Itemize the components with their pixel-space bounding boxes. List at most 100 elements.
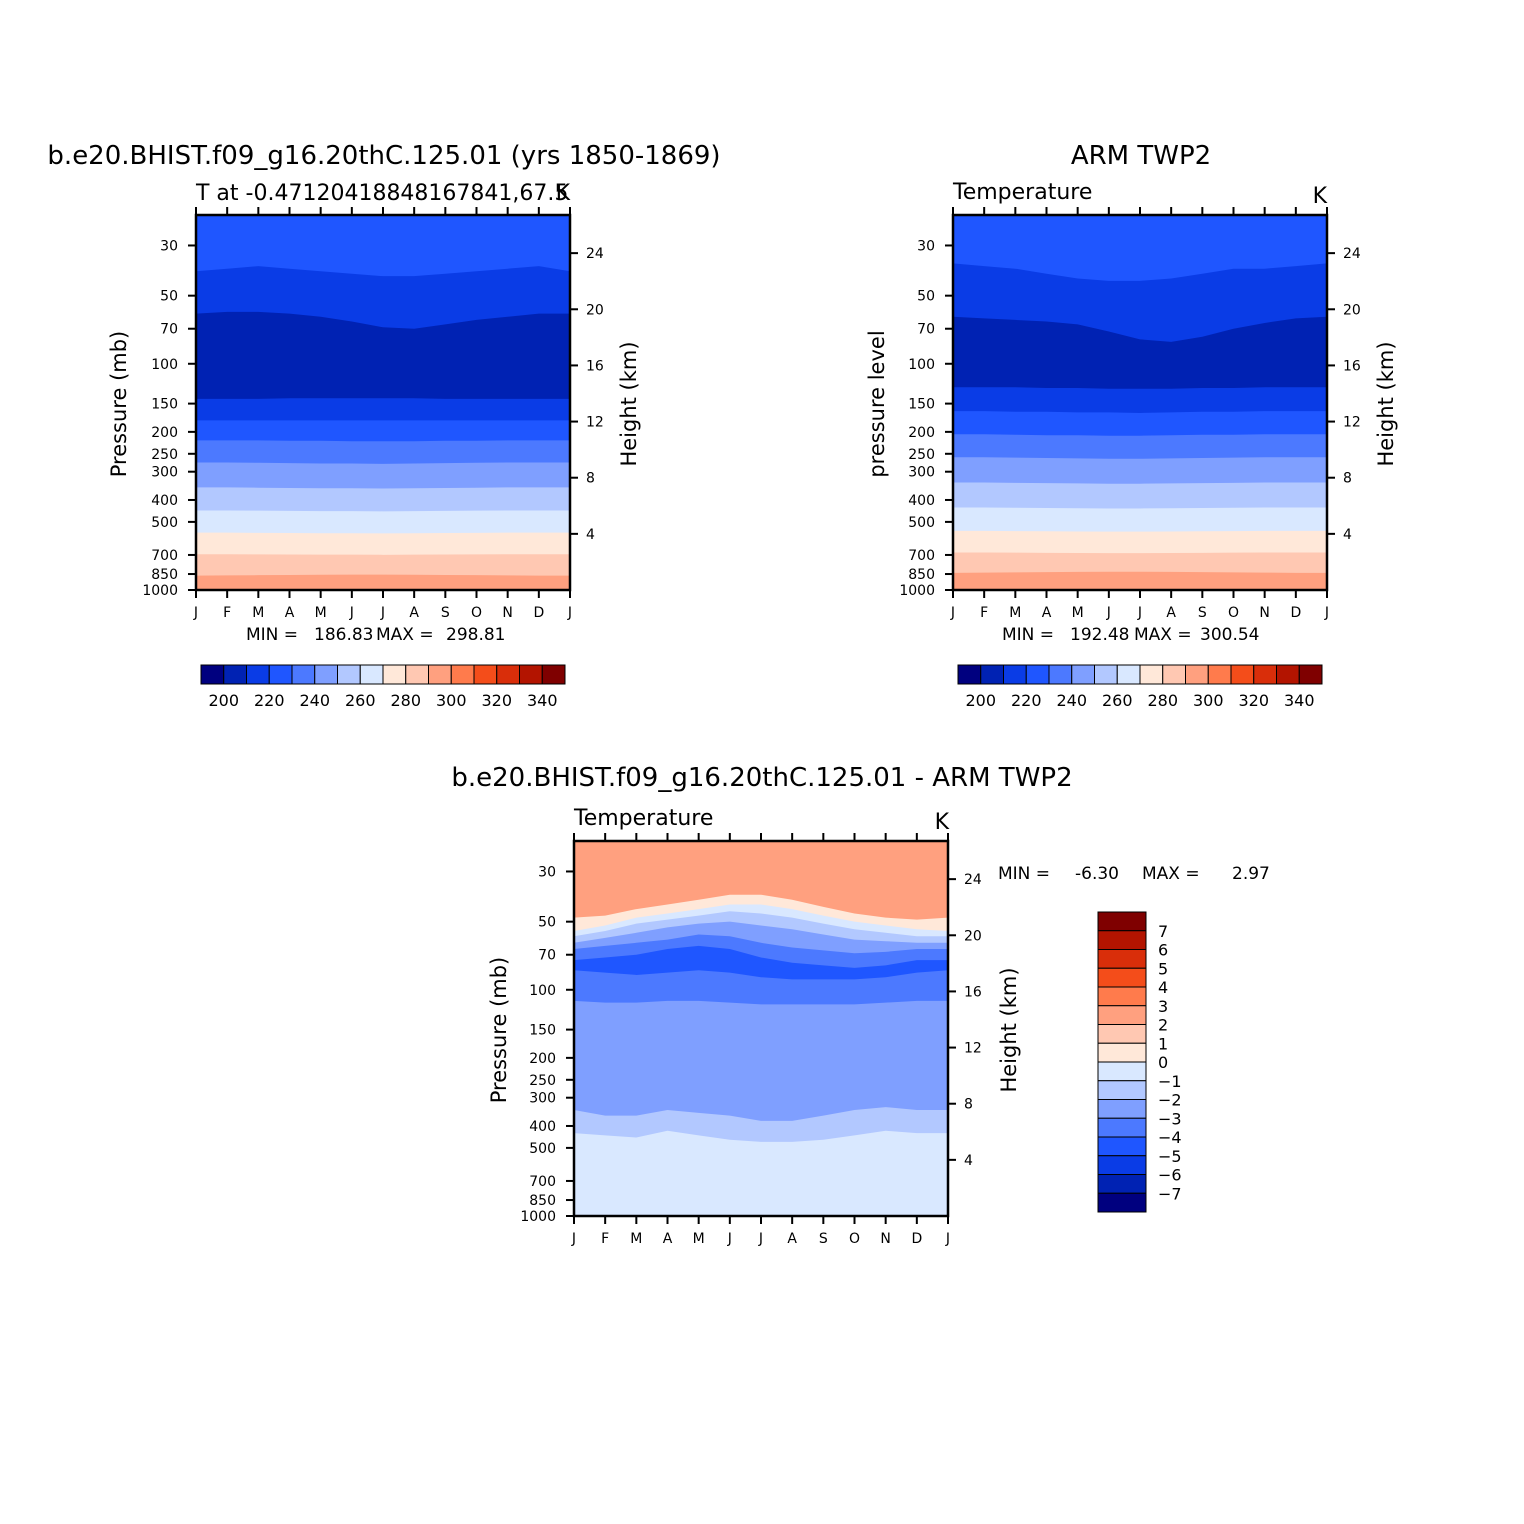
colorbar-label: 220 bbox=[1011, 691, 1042, 710]
colorbar-swatch bbox=[1048, 664, 1073, 685]
colorbar-swatch bbox=[1253, 664, 1277, 685]
chart-right-subtitle: K bbox=[935, 810, 950, 835]
colorbar-label: −1 bbox=[1158, 1072, 1182, 1091]
height-tick-label: 16 bbox=[1343, 358, 1361, 374]
y-tick-label: 700 bbox=[529, 1174, 556, 1190]
x-tick-label: S bbox=[1198, 605, 1207, 621]
min-value: 186.83 bbox=[314, 625, 373, 645]
y-tick-label: 150 bbox=[151, 397, 178, 413]
height-tick-label: 4 bbox=[586, 527, 595, 543]
contour-band bbox=[953, 571, 1327, 590]
y-tick-label: 200 bbox=[529, 1051, 556, 1067]
x-tick-label: S bbox=[441, 605, 450, 621]
contour-bands bbox=[574, 841, 948, 1216]
x-tick-label: N bbox=[1259, 605, 1269, 621]
colorbar-label: −6 bbox=[1158, 1166, 1182, 1185]
colorbar-swatch bbox=[541, 664, 566, 685]
colorbar-swatch bbox=[1097, 1192, 1147, 1213]
colorbar-swatch bbox=[1097, 1042, 1147, 1063]
height-tick-label: 8 bbox=[1343, 471, 1352, 487]
y-tick-label: 400 bbox=[529, 1119, 556, 1135]
colorbar-swatch bbox=[268, 664, 293, 685]
min-value: -6.30 bbox=[1075, 864, 1119, 884]
x-tick-label: J bbox=[1137, 605, 1142, 621]
colorbar-swatch bbox=[1097, 1155, 1147, 1175]
x-tick-label: O bbox=[849, 1231, 860, 1247]
height-tick-label: 24 bbox=[586, 246, 604, 262]
colorbar-label: 2 bbox=[1158, 1016, 1168, 1035]
colorbar-label: −5 bbox=[1158, 1147, 1182, 1166]
height-tick-label: 16 bbox=[586, 358, 604, 374]
colorbar-label: −4 bbox=[1158, 1128, 1182, 1147]
colorbar-label: 220 bbox=[254, 691, 285, 710]
y-tick-label: 1000 bbox=[142, 583, 178, 599]
colorbar-label: 200 bbox=[208, 691, 239, 710]
height-tick-label: 20 bbox=[1343, 302, 1361, 318]
colorbar-swatch bbox=[450, 664, 475, 685]
height-tick-label: 20 bbox=[586, 302, 604, 318]
x-tick-label: F bbox=[980, 605, 988, 621]
colorbar-swatch bbox=[957, 664, 982, 685]
y-tick-label: 70 bbox=[917, 322, 935, 338]
colorbar-label: 1 bbox=[1158, 1034, 1168, 1053]
y-tick-label: 100 bbox=[529, 983, 556, 999]
colorbar-swatch bbox=[428, 664, 452, 685]
colorbar-swatch bbox=[405, 664, 429, 685]
y-tick-label: 250 bbox=[908, 447, 935, 463]
colorbar-label: −7 bbox=[1158, 1184, 1182, 1203]
max-value: 298.81 bbox=[446, 625, 505, 645]
colorbar-label: 320 bbox=[1238, 691, 1269, 710]
y-tick-label: 400 bbox=[908, 493, 935, 509]
x-tick-label: J bbox=[1106, 605, 1111, 621]
colorbar-label: 300 bbox=[436, 691, 467, 710]
chart-title: b.e20.BHIST.f09_g16.20thC.125.01 - ARM T… bbox=[451, 763, 1072, 793]
y-tick-label: 500 bbox=[529, 1141, 556, 1157]
x-tick-label: M bbox=[252, 605, 264, 621]
y-tick-label: 250 bbox=[529, 1073, 556, 1089]
y-tick-label: 100 bbox=[151, 357, 178, 373]
y-tick-label: 850 bbox=[151, 567, 178, 583]
y-tick-label: 50 bbox=[160, 289, 178, 305]
colorbar-swatch bbox=[1298, 664, 1323, 685]
colorbar-label: 4 bbox=[1158, 978, 1168, 997]
colorbar-swatch bbox=[1071, 664, 1095, 685]
y-tick-label: 50 bbox=[538, 915, 556, 931]
colorbar: 200 220 240 260 280 300 320 340 bbox=[200, 664, 566, 710]
x-tick-label: O bbox=[471, 605, 482, 621]
plot-area: J F M A M J J A S O N D J 30 50 70 100 150 200 250 300 400 500… bbox=[520, 833, 982, 1247]
max-label: MAX = bbox=[1142, 864, 1200, 884]
x-tick-label: A bbox=[663, 1231, 673, 1247]
chart-right-subtitle: K bbox=[1313, 184, 1328, 209]
colorbar-swatch bbox=[1025, 664, 1050, 685]
y-tick-label: 50 bbox=[917, 289, 935, 305]
height-tick-label: 4 bbox=[964, 1153, 973, 1169]
colorbar-swatch bbox=[1097, 1174, 1147, 1194]
y-axis-label: Pressure (mb) bbox=[487, 957, 511, 1104]
colorbar-swatch bbox=[496, 664, 520, 685]
contour-bands bbox=[196, 215, 570, 590]
y-tick-label: 300 bbox=[529, 1091, 556, 1107]
height-tick-label: 4 bbox=[1343, 527, 1352, 543]
x-tick-label: S bbox=[819, 1231, 828, 1247]
colorbar-swatch bbox=[200, 664, 225, 685]
x-tick-label: J bbox=[758, 1231, 763, 1247]
chart-title: b.e20.BHIST.f09_g16.20thC.125.01 (yrs 18… bbox=[47, 141, 720, 171]
x-tick-label: M bbox=[630, 1231, 642, 1247]
y-tick-label: 400 bbox=[151, 493, 178, 509]
x-tick-label: N bbox=[502, 605, 512, 621]
colorbar-swatch bbox=[1003, 664, 1027, 685]
colorbar-swatch bbox=[1097, 1005, 1147, 1025]
x-tick-label: M bbox=[315, 605, 327, 621]
y-axis-right-label: Height (km) bbox=[617, 341, 641, 466]
y-tick-label: 30 bbox=[160, 238, 178, 254]
x-tick-label: A bbox=[787, 1231, 797, 1247]
y-axis-right-label: Height (km) bbox=[997, 967, 1021, 1092]
y-axis-label: pressure level bbox=[865, 330, 889, 477]
x-tick-label: M bbox=[1009, 605, 1021, 621]
y-tick-label: 30 bbox=[538, 864, 556, 880]
height-tick-label: 16 bbox=[964, 984, 982, 1000]
y-tick-label: 500 bbox=[908, 515, 935, 531]
x-tick-label: J bbox=[349, 605, 354, 621]
colorbar-swatch bbox=[1097, 1117, 1147, 1138]
